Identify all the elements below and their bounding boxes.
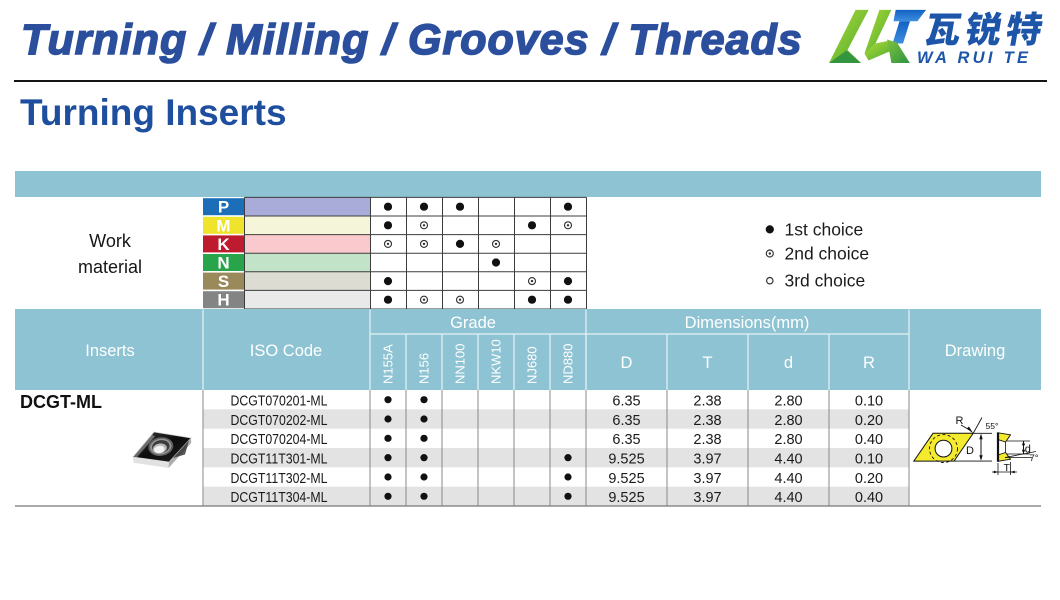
svg-text:6.35: 6.35 xyxy=(612,432,640,448)
svg-text:T: T xyxy=(702,354,712,372)
svg-text:NN100: NN100 xyxy=(453,344,468,384)
svg-text:ND880: ND880 xyxy=(561,344,576,384)
svg-text:DCGT070202-ML: DCGT070202-ML xyxy=(231,412,328,429)
svg-text:0.10: 0.10 xyxy=(855,394,883,410)
svg-text:K: K xyxy=(217,235,230,254)
svg-text:0.40: 0.40 xyxy=(855,490,883,506)
svg-text:4.40: 4.40 xyxy=(774,490,802,506)
svg-text:DCGT070201-ML: DCGT070201-ML xyxy=(231,393,328,410)
svg-text:Inserts: Inserts xyxy=(85,342,135,360)
svg-text:NJ680: NJ680 xyxy=(525,346,540,384)
svg-text:2.80: 2.80 xyxy=(774,413,802,429)
svg-text:4.40: 4.40 xyxy=(774,452,802,468)
svg-text:2.80: 2.80 xyxy=(774,394,802,410)
svg-text:ISO Code: ISO Code xyxy=(250,342,322,360)
svg-text:3.97: 3.97 xyxy=(693,452,721,468)
svg-text:0.20: 0.20 xyxy=(855,413,883,429)
svg-text:3rd choice: 3rd choice xyxy=(785,271,866,291)
svg-text:2.80: 2.80 xyxy=(774,432,802,448)
svg-text:3.97: 3.97 xyxy=(693,471,721,487)
svg-text:3.97: 3.97 xyxy=(693,490,721,506)
svg-text:H: H xyxy=(217,291,229,310)
svg-text:0.10: 0.10 xyxy=(855,452,883,468)
svg-text:6.35: 6.35 xyxy=(612,394,640,410)
svg-text:4.40: 4.40 xyxy=(774,471,802,487)
svg-text:Drawing: Drawing xyxy=(945,342,1006,360)
svg-text:M: M xyxy=(216,216,230,235)
svg-text:S: S xyxy=(218,272,229,291)
svg-text:55°: 55° xyxy=(986,421,999,431)
svg-text:D: D xyxy=(621,354,633,372)
svg-text:7°: 7° xyxy=(1030,453,1039,464)
svg-text:6.35: 6.35 xyxy=(612,413,640,429)
svg-text:2.38: 2.38 xyxy=(693,413,721,429)
svg-text:N: N xyxy=(217,254,229,273)
svg-text:DCGT11T301-ML: DCGT11T301-ML xyxy=(231,451,328,468)
svg-text:DCGT11T302-ML: DCGT11T302-ML xyxy=(231,470,328,487)
svg-text:2.38: 2.38 xyxy=(693,394,721,410)
svg-text:d: d xyxy=(1025,444,1031,456)
svg-text:Grade: Grade xyxy=(450,314,496,332)
svg-text:R: R xyxy=(956,415,964,427)
svg-text:9.525: 9.525 xyxy=(608,452,644,468)
svg-text:DCGT11T304-ML: DCGT11T304-ML xyxy=(231,489,328,506)
svg-text:Dimensions(mm): Dimensions(mm) xyxy=(685,314,810,332)
svg-text:d: d xyxy=(784,354,793,372)
svg-text:T: T xyxy=(1004,462,1011,474)
svg-text:NKW10: NKW10 xyxy=(489,339,504,384)
svg-text:1st choice: 1st choice xyxy=(785,219,864,239)
svg-text:WA RUI TE: WA RUI TE xyxy=(917,49,1031,67)
svg-text:N156: N156 xyxy=(417,353,432,384)
svg-text:9.525: 9.525 xyxy=(608,471,644,487)
svg-text:D: D xyxy=(966,445,974,457)
svg-text:2nd choice: 2nd choice xyxy=(785,244,870,264)
svg-text:N155A: N155A xyxy=(381,344,396,384)
svg-text:P: P xyxy=(218,198,229,217)
svg-text:0.20: 0.20 xyxy=(855,471,883,487)
svg-text:0.40: 0.40 xyxy=(855,432,883,448)
svg-text:R: R xyxy=(863,354,875,372)
svg-text:2.38: 2.38 xyxy=(693,432,721,448)
svg-text:9.525: 9.525 xyxy=(608,490,644,506)
svg-text:DCGT070204-ML: DCGT070204-ML xyxy=(231,431,328,448)
